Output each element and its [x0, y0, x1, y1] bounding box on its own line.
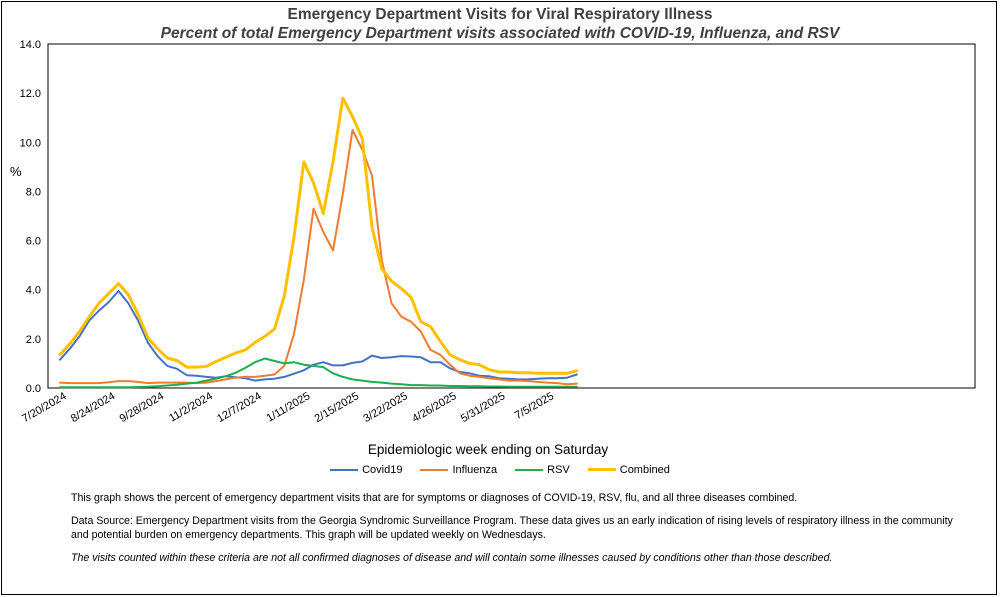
x-axis-label: Epidemiologic week ending on Saturday	[368, 442, 608, 457]
chart-legend: Covid19 Influenza RSV Combined	[0, 462, 1000, 476]
legend-swatch-influenza	[420, 469, 449, 471]
series-line-rsv	[59, 357, 578, 389]
legend-label-rsv: RSV	[547, 464, 570, 476]
y-tick-label-2: 4.0	[26, 285, 41, 297]
legend-swatch-covid19	[330, 469, 359, 471]
legend-item-influenza: Influenza	[420, 464, 497, 476]
y-tick-label-1: 2.0	[26, 334, 41, 346]
series-line-covid19	[59, 289, 578, 382]
y-tick-label-5: 10.0	[20, 137, 41, 149]
x-tick-label-5: 1/11/2025	[265, 390, 313, 424]
note-description: This graph shows the percent of emergenc…	[71, 492, 798, 504]
legend-item-combined: Combined	[587, 463, 670, 476]
line-chart: 0.0 2.0 4.0 6.0 8.0 10.0 12.0 14.0% 7/20/2024 8/2…	[10, 39, 976, 457]
x-tick-label-6: 2/15/2025	[313, 390, 361, 425]
chart-notes: This graph shows the percent of emergenc…	[71, 491, 971, 574]
x-tick-label-7: 3/22/2025	[361, 390, 409, 425]
x-tick-label-1: 8/24/2024	[69, 390, 117, 425]
legend-label-covid19: Covid19	[362, 464, 403, 476]
chart-title: Emergency Department Visits for Viral Re…	[287, 6, 713, 23]
legend-item-rsv: RSV	[515, 464, 570, 476]
legend-swatch-rsv	[515, 469, 544, 471]
series-line-combined	[58, 96, 579, 375]
legend-swatch-combined	[587, 468, 616, 471]
x-tick-label-9: 5/31/2025	[459, 390, 507, 425]
y-tick-label-0: 0.0	[26, 383, 41, 395]
y-tick-label-4: 8.0	[26, 186, 41, 198]
x-tick-label-3: 11/2/2024	[167, 390, 215, 424]
x-tick-label-2: 9/28/2024	[118, 390, 166, 425]
note-data-source: Data Source: Emergency Department visits…	[71, 515, 953, 541]
y-tick-label-6: 12.0	[20, 88, 41, 100]
legend-item-covid19: Covid19	[330, 464, 402, 476]
plot-area	[47, 43, 976, 389]
chart-subtitle: Percent of total Emergency Department vi…	[160, 25, 840, 42]
x-tick-label-8: 4/26/2025	[410, 390, 458, 425]
legend-label-influenza: Influenza	[452, 464, 498, 476]
legend-label-combined: Combined	[619, 463, 670, 476]
x-tick-label-0: 7/20/2024	[20, 390, 68, 425]
y-tick-label-7: 14.0	[20, 39, 41, 51]
y-axis-label: %	[10, 164, 22, 179]
y-tick-label-3: 6.0	[26, 236, 41, 248]
x-tick-label-10: 7/5/2025	[513, 390, 556, 422]
series-line-influenza	[59, 129, 578, 386]
x-tick-label-4: 12/7/2024	[215, 390, 263, 425]
note-disclaimer: The visits counted within these criteria…	[71, 552, 833, 564]
